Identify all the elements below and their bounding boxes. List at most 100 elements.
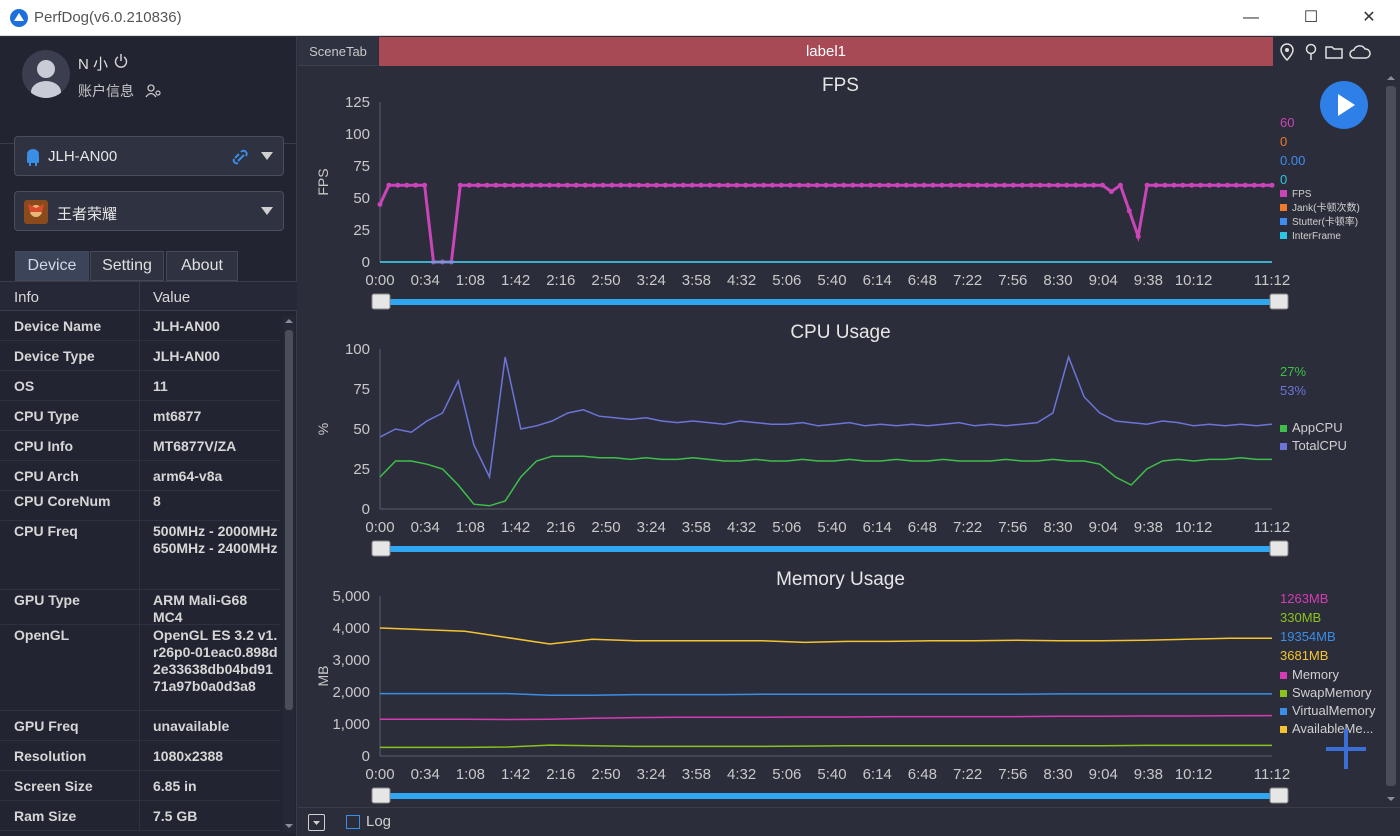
account-settings-icon[interactable] bbox=[145, 84, 161, 98]
slider-handle-left bbox=[371, 540, 391, 557]
cpu-chart[interactable]: 100 75 50 25 0% 0:00 0:34 1:08 1:42 2:16 2:50 3:24 3… bbox=[298, 344, 1383, 559]
power-icon[interactable] bbox=[114, 53, 128, 69]
legend-label: FPS bbox=[1292, 189, 1312, 200]
data-point bbox=[395, 182, 401, 188]
location-pin-icon[interactable] bbox=[1277, 42, 1297, 62]
data-point bbox=[912, 182, 918, 188]
legend-label: Memory bbox=[1292, 667, 1339, 682]
y-tick-label: 25 bbox=[353, 461, 370, 478]
slider-handle-right bbox=[1269, 293, 1289, 310]
scroll-down-icon[interactable] bbox=[284, 821, 294, 831]
user-name: N 小 bbox=[78, 56, 109, 73]
main-panel: SceneTab label1 FPS CPU Usage Memory Usa… bbox=[298, 37, 1400, 836]
tab-about[interactable]: About bbox=[166, 251, 238, 281]
data-point bbox=[939, 182, 945, 188]
scrollbar-thumb[interactable] bbox=[285, 330, 293, 710]
x-tick-label: 9:38 bbox=[1134, 519, 1163, 536]
legend-label: SwapMemory bbox=[1292, 685, 1372, 700]
label-bar[interactable]: label1 bbox=[379, 37, 1273, 66]
data-point bbox=[422, 182, 428, 188]
data-point bbox=[1144, 182, 1150, 188]
data-point bbox=[1189, 182, 1195, 188]
scene-tab[interactable]: SceneTab bbox=[298, 37, 378, 66]
data-point bbox=[1100, 182, 1105, 188]
info-table-header: Info Value bbox=[0, 281, 297, 311]
legend-value: 60 bbox=[1280, 115, 1294, 130]
data-point bbox=[1216, 182, 1221, 188]
legend-label: AppCPU bbox=[1292, 420, 1343, 435]
log-checkbox[interactable] bbox=[346, 815, 360, 829]
table-row: Device Type JLH-AN00 bbox=[0, 341, 280, 371]
scroll-down-icon[interactable] bbox=[1386, 794, 1396, 804]
data-point bbox=[1091, 182, 1097, 188]
data-point bbox=[1073, 182, 1079, 188]
play-button[interactable] bbox=[1320, 81, 1368, 129]
data-point bbox=[1126, 208, 1132, 214]
y-tick-label: 0 bbox=[362, 748, 370, 765]
legend-label: InterFrame bbox=[1292, 231, 1341, 242]
log-toggle-button[interactable] bbox=[308, 814, 325, 831]
data-point bbox=[698, 182, 704, 188]
series-line-appcpu bbox=[379, 455, 1272, 507]
data-point bbox=[1233, 182, 1239, 188]
row-value: unavailable bbox=[153, 718, 230, 734]
series-line-memory bbox=[380, 714, 1273, 721]
row-value: mt6877 bbox=[153, 408, 202, 424]
cloud-icon[interactable] bbox=[1348, 42, 1372, 62]
y-tick-label: 75 bbox=[353, 158, 370, 175]
table-row: GPU Type ARM Mali-G68 MC4 bbox=[0, 590, 280, 625]
row-key: Device Name bbox=[14, 318, 102, 334]
main-scrollbar[interactable] bbox=[1384, 70, 1398, 806]
x-tick-label: 7:22 bbox=[953, 519, 982, 536]
tab-setting[interactable]: Setting bbox=[90, 251, 164, 281]
row-key: CPU Info bbox=[14, 438, 74, 454]
link-icon[interactable] bbox=[231, 148, 249, 166]
tab-device[interactable]: Device bbox=[15, 251, 89, 281]
y-tick-label: 0 bbox=[362, 254, 370, 271]
data-point bbox=[796, 182, 802, 188]
row-key: Device Type bbox=[14, 348, 95, 364]
row-key: CPU Freq bbox=[14, 523, 78, 539]
legend-value: 1263MB bbox=[1280, 591, 1328, 606]
scroll-up-icon[interactable] bbox=[284, 316, 294, 326]
close-button[interactable]: ✕ bbox=[1362, 9, 1376, 26]
data-point bbox=[734, 182, 740, 188]
data-point bbox=[770, 182, 775, 188]
x-tick-label: 7:22 bbox=[953, 766, 982, 783]
maximize-button[interactable]: ☐ bbox=[1303, 9, 1319, 26]
map-pin-icon[interactable] bbox=[1301, 42, 1321, 62]
data-point bbox=[591, 182, 597, 188]
x-tick-label: 6:48 bbox=[908, 766, 937, 783]
sidebar-scrollbar[interactable] bbox=[283, 316, 295, 833]
minimize-button[interactable]: — bbox=[1243, 9, 1259, 26]
avatar[interactable] bbox=[22, 50, 70, 98]
folder-icon[interactable] bbox=[1324, 42, 1344, 62]
plus-icon[interactable] bbox=[1324, 727, 1368, 771]
account-info-link[interactable]: 账户信息 bbox=[78, 83, 134, 99]
scrollbar-thumb[interactable] bbox=[1386, 86, 1396, 786]
x-tick-label: 11:12 bbox=[1254, 272, 1290, 289]
x-tick-label: 3:58 bbox=[682, 766, 711, 783]
data-point bbox=[1108, 189, 1114, 195]
app-select[interactable]: 王者荣耀 bbox=[14, 191, 284, 231]
data-point bbox=[841, 182, 847, 188]
window-title: PerfDog(v6.0.210836) bbox=[34, 9, 182, 26]
data-point bbox=[993, 182, 998, 188]
table-row: Ram Size 7.5 GB bbox=[0, 801, 280, 831]
row-value: 1080x2388 bbox=[153, 748, 224, 764]
y-axis-label: % bbox=[315, 423, 331, 435]
x-tick-label: 5:06 bbox=[772, 272, 801, 289]
slider-handle-left bbox=[371, 787, 391, 804]
data-point bbox=[1064, 182, 1070, 188]
x-tick-label: 3:24 bbox=[637, 766, 666, 783]
toolbar-icons bbox=[1274, 37, 1400, 66]
scroll-up-icon[interactable] bbox=[1386, 73, 1396, 83]
device-select[interactable]: JLH-AN00 bbox=[14, 136, 284, 176]
y-tick-label: 2,000 bbox=[332, 684, 370, 701]
row-key: GPU Type bbox=[14, 592, 80, 608]
x-tick-label: 9:38 bbox=[1134, 272, 1163, 289]
fps-chart[interactable]: 125 100 75 50 25 0 FPS 0:00 0:34 1:08 1:42 2:16 2:50… bbox=[298, 97, 1383, 312]
data-point bbox=[520, 182, 526, 188]
data-point bbox=[529, 182, 535, 188]
memory-chart[interactable]: 5,000 4,000 3,000 2,000 1,000 0 MB 0:00 0:34 1:08… bbox=[298, 591, 1383, 806]
